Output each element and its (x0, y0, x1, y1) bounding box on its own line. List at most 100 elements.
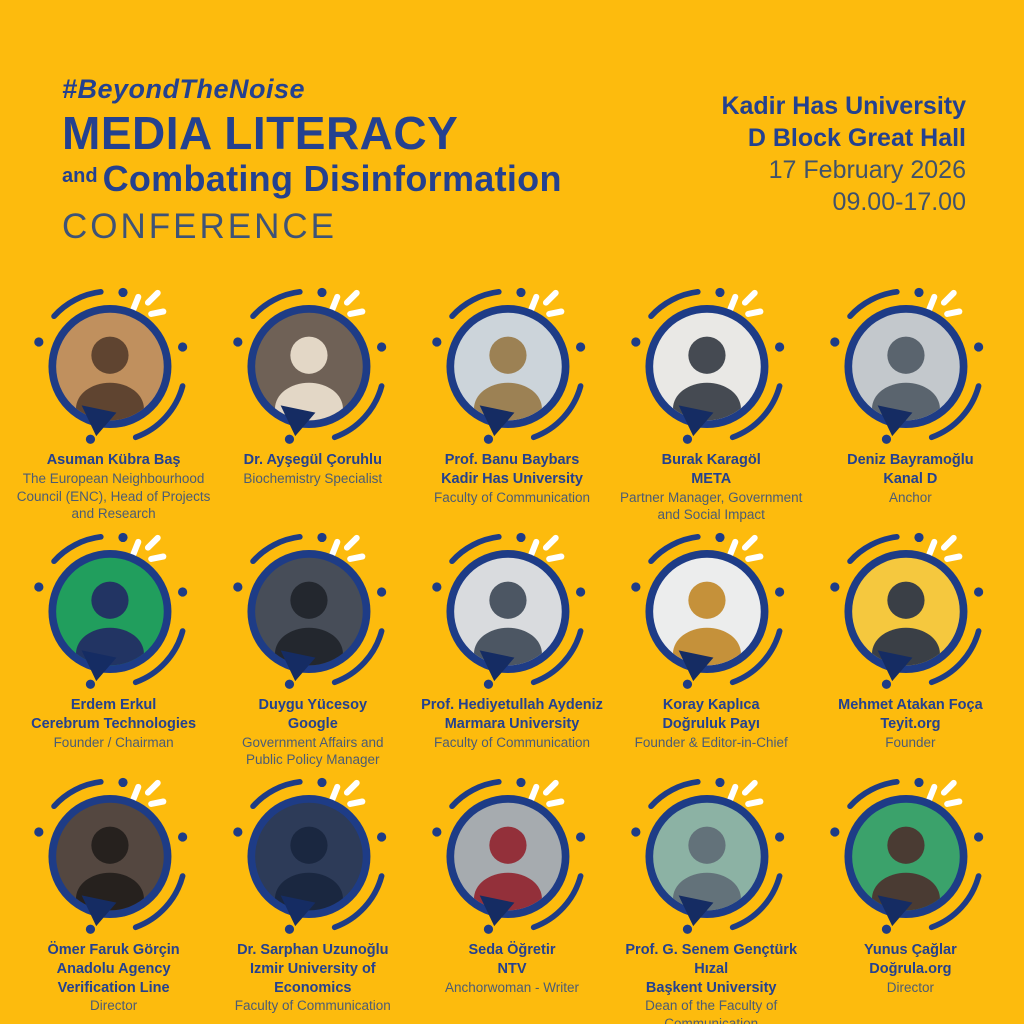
speaker-photo (454, 802, 562, 911)
speaker-name: Prof. G. Senem Gençtürk Hızal (625, 941, 798, 977)
speaker-name: Koray Kaplıca (662, 696, 760, 713)
speaker-photo-bubble (821, 767, 999, 938)
bubble-tail (280, 405, 316, 437)
speech-bubble-graphic (432, 532, 586, 689)
speaker-photo-bubble (224, 522, 402, 693)
bubble-tail (81, 650, 117, 682)
speaker-card: Dr. Sarphan Uzunoğlu Izmir University of… (213, 767, 412, 1013)
speaker-card: Seda Öğretir NTV Anchorwoman - Writer (412, 767, 611, 1012)
bubble-tail (479, 405, 515, 437)
dashed-ring-decoration (830, 287, 984, 444)
dashed-ring-decoration (233, 532, 387, 689)
spark-icon (528, 289, 565, 317)
person-shoulders (673, 382, 742, 421)
dashed-ring-decoration (830, 777, 984, 934)
speech-bubble-graphic (631, 287, 785, 444)
person-head (688, 336, 726, 374)
speaker-organization: META (691, 470, 732, 487)
spark-icon (528, 534, 565, 562)
person-head (90, 826, 129, 864)
speaker-name: Duygu Yücesoy (258, 696, 368, 713)
person-shoulders (872, 872, 941, 911)
speaker-photo-bubble (821, 277, 999, 448)
speaker-photo-bubble (622, 767, 800, 938)
speaker-role: Dean of the Faculty of Communication (645, 998, 778, 1024)
title-combating-row: and Combating Disinformation (62, 159, 562, 199)
speaker-organization: NTV (497, 960, 527, 977)
speaker-organization: Kanal D (883, 470, 938, 487)
person-head (688, 581, 726, 619)
speaker-photo-bubble (622, 522, 800, 693)
speech-bubble-graphic (33, 532, 187, 689)
speaker-card: Mehmet Atakan Foça Teyit.org Founder (811, 522, 1010, 767)
person-head (290, 826, 328, 864)
speaker-organization: Başkent University (645, 979, 777, 996)
speaker-organization: Cerebrum Technologies (31, 715, 197, 732)
speaker-photo-bubble (25, 277, 203, 448)
speaker-card: Asuman Kübra Baş The European Neighbourh… (14, 277, 213, 522)
venue-line-1: Kadir Has University (721, 92, 966, 120)
speech-bubble-graphic (33, 287, 187, 444)
speech-bubble-graphic (830, 532, 984, 689)
speaker-photo (852, 312, 961, 421)
speaker-role: Founder & Editor-in-Chief (634, 734, 788, 750)
speaker-name: Dr. Sarphan Uzunoğlu (237, 941, 389, 958)
speech-bubble-graphic (233, 287, 387, 444)
spark-icon (926, 289, 963, 317)
event-date: 17 February 2026 (768, 156, 966, 184)
bubble-tail (280, 650, 316, 682)
speaker-card: Koray Kaplıca Doğruluk Payı Founder & Ed… (612, 522, 811, 767)
bubble-tail (878, 405, 913, 437)
speaker-card: Prof. Hediyetullah Aydeniz Marmara Unive… (412, 522, 611, 767)
speaker-card: Prof. Banu Baybars Kadir Has University … (412, 277, 611, 522)
spark-icon (727, 289, 764, 317)
person-head (887, 826, 925, 864)
speaker-organization: Izmir University of Economics (249, 960, 376, 996)
bubble-tail (878, 895, 913, 927)
spark-icon (926, 779, 963, 807)
speaker-photo-bubble (25, 767, 203, 938)
hashtag: #BeyondTheNoise (62, 74, 306, 104)
speaker-role: Anchorwoman - Writer (444, 979, 580, 995)
speaker-role: The European Neighbourhood Council (ENC)… (16, 470, 211, 522)
spark-icon (926, 534, 963, 562)
person-head (290, 581, 328, 619)
speaker-photo (852, 802, 961, 911)
dashed-ring-decoration (432, 532, 586, 689)
dashed-ring-decoration (631, 287, 785, 444)
speaker-name: Deniz Bayramoğlu (847, 451, 974, 468)
title-block: #BeyondTheNoise MEDIA LITERACY and Combat… (62, 74, 562, 247)
speaker-photo (454, 557, 562, 666)
speaker-organization: Google (287, 715, 338, 732)
speaker-photo (55, 802, 164, 911)
spark-icon (727, 534, 764, 562)
person-head (887, 581, 925, 619)
title-media-literacy: MEDIA LITERACY (62, 107, 459, 159)
person-shoulders (673, 627, 742, 666)
dashed-ring-decoration (432, 287, 586, 444)
bubble-tail (678, 650, 714, 682)
dashed-ring-decoration (233, 777, 387, 934)
person-shoulders (274, 382, 343, 421)
person-shoulders (673, 872, 742, 911)
speaker-name: Ömer Faruk Görçin (47, 941, 180, 958)
person-shoulders (274, 627, 343, 666)
speaker-card: Deniz Bayramoğlu Kanal D Anchor (811, 277, 1010, 522)
speaker-role: Biochemistry Specialist (243, 470, 383, 486)
person-shoulders (872, 382, 941, 421)
poster-header: #BeyondTheNoise MEDIA LITERACY and Combat… (0, 0, 1024, 247)
speaker-role: Government Affairs and Public Policy Man… (241, 734, 384, 768)
dashed-ring-decoration (631, 532, 785, 689)
speaker-photo (653, 802, 761, 911)
speaker-organization: Teyit.org (880, 715, 941, 732)
speaker-role: Director (89, 998, 138, 1014)
speaker-organization: Anadolu Agency Verification Line (56, 960, 171, 996)
bubble-tail (678, 405, 714, 437)
speaker-photo-bubble (622, 277, 800, 448)
speaker-role: Founder (885, 734, 936, 750)
speaker-role: Partner Manager, Government and Social I… (620, 489, 803, 523)
dashed-ring-decoration (432, 777, 586, 934)
speaker-card: Dr. Ayşegül Çoruhlu Biochemistry Special… (213, 277, 412, 522)
speaker-role: Faculty of Communication (433, 734, 591, 750)
speaker-name: Seda Öğretir (468, 941, 556, 958)
